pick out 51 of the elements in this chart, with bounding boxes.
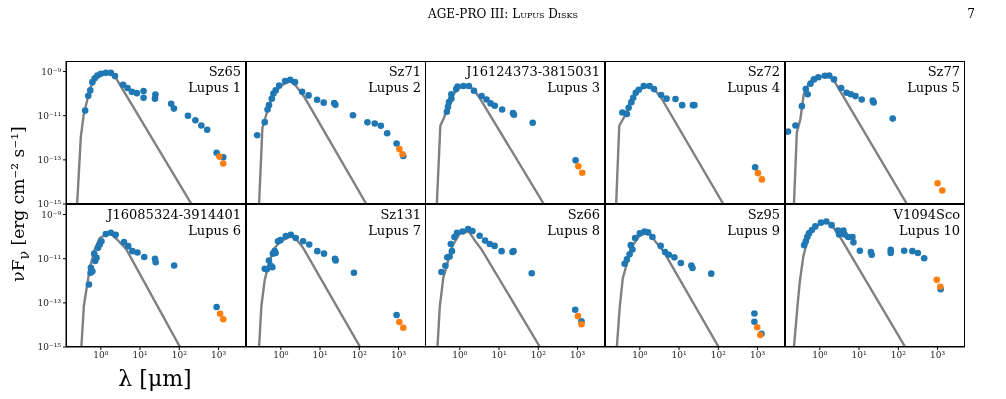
x-tick-label: 10² xyxy=(351,350,368,361)
y-tick-label: 10⁻¹¹ xyxy=(37,110,61,121)
x-tick-label: 10³ xyxy=(211,350,227,361)
chart-title: Sz71 xyxy=(387,64,421,80)
x-tick-label: 10² xyxy=(710,350,727,361)
y-tick-label: 10⁻⁹ xyxy=(41,209,62,220)
text: Lupus 10 xyxy=(897,223,960,239)
x-axis-title: λ [μm] xyxy=(118,365,192,391)
x-tick-label: 10¹ xyxy=(312,350,328,361)
y-tick-label: 10⁻⁹ xyxy=(41,66,62,77)
text: Lupus 1 xyxy=(187,80,241,96)
y-tick-label: 10⁻¹⁵ xyxy=(37,342,62,353)
x-tick-label: 10⁰ xyxy=(452,350,468,361)
x-tick-label: 10⁰ xyxy=(93,350,109,361)
text: Lupus 7 xyxy=(367,223,421,239)
chart-title: Sz66 xyxy=(566,207,600,223)
x-tick-label: 10⁰ xyxy=(632,350,648,361)
chart-title: Sz72 xyxy=(746,64,780,80)
x-tick-label: 10¹ xyxy=(851,350,867,361)
text: Lupus 9 xyxy=(726,223,780,239)
x-tick-label: 10² xyxy=(530,350,547,361)
chart-title: J16085324-3914401 xyxy=(105,207,241,223)
x-tick-label: 10⁰ xyxy=(812,350,828,361)
x-tick-label: 10² xyxy=(890,350,907,361)
y-tick-label: 10⁻¹⁵ xyxy=(37,199,62,210)
text: Lupus 5 xyxy=(906,80,960,96)
chart-title: Sz131 xyxy=(379,207,421,223)
chart-title: Sz95 xyxy=(746,207,780,223)
x-tick-label: 10¹ xyxy=(671,350,687,361)
y-tick-label: 10⁻¹³ xyxy=(37,155,62,166)
text: Lupus 6 xyxy=(187,223,241,239)
chart-title: Sz77 xyxy=(926,64,960,80)
chart-title: J16124373-3815031 xyxy=(464,64,600,80)
x-tick-label: 10¹ xyxy=(491,350,507,361)
text: 7 xyxy=(967,7,975,21)
text: Lupus 8 xyxy=(546,223,600,239)
x-tick-label: 10³ xyxy=(570,350,586,361)
x-tick-label: 10² xyxy=(171,350,188,361)
text: Lupus 4 xyxy=(726,80,780,96)
x-tick-label: 10³ xyxy=(391,350,407,361)
x-tick-label: 10¹ xyxy=(132,350,148,361)
text: Lupus 3 xyxy=(546,80,600,96)
text: AGE-PRO III: Lupus Disks xyxy=(428,7,578,21)
y-tick-label: 10⁻¹¹ xyxy=(37,253,61,264)
x-tick-label: 10³ xyxy=(930,350,946,361)
x-tick-label: 10⁰ xyxy=(273,350,289,361)
chart-title: V1094Sco xyxy=(892,207,960,223)
y-tick-label: 10⁻¹³ xyxy=(37,298,62,309)
x-tick-label: 10³ xyxy=(750,350,766,361)
text: Lupus 2 xyxy=(367,80,421,96)
chart-title: Sz65 xyxy=(207,64,241,80)
